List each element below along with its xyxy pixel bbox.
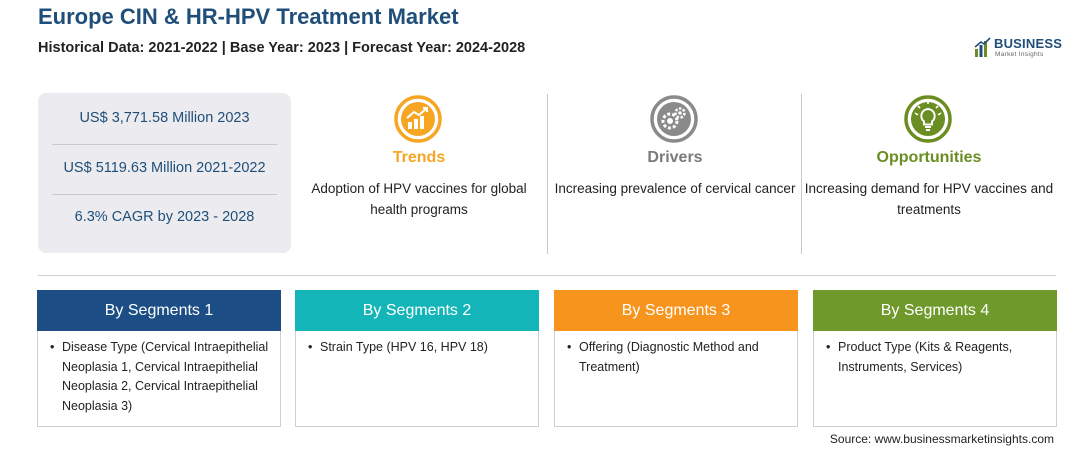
segment-list: Disease Type (Cervical Intraepithelial N… bbox=[50, 338, 272, 416]
segment-list: Offering (Diagnostic Method and Treatmen… bbox=[567, 338, 789, 377]
segment-item: Product Type (Kits & Reagents, Instrumen… bbox=[826, 338, 1048, 377]
page-title: Europe CIN & HR-HPV Treatment Market bbox=[38, 4, 459, 29]
market-value-historical: US$ 5119.63 Million 2021-2022 bbox=[63, 160, 266, 176]
segment-header: By Segments 2 bbox=[295, 290, 539, 331]
cagr-value: 6.3% CAGR by 2023 - 2028 bbox=[74, 209, 255, 225]
logo-globe-icon bbox=[974, 37, 991, 57]
logo-subtext: Market Insights bbox=[995, 51, 1044, 58]
page-subtitle: Historical Data: 2021-2022 | Base Year: … bbox=[38, 40, 526, 56]
section-divider bbox=[38, 275, 1056, 276]
company-logo: BUSINESS Market Insights bbox=[974, 34, 1084, 62]
chart-trend-icon bbox=[394, 95, 442, 143]
segment-list: Product Type (Kits & Reagents, Instrumen… bbox=[826, 338, 1048, 377]
drivers-text: Increasing prevalence of cervical cancer bbox=[554, 181, 796, 196]
market-value-2023: US$ 3,771.58 Million 2023 bbox=[79, 110, 250, 126]
segment-card-3: By Segments 3 Offering (Diagnostic Metho… bbox=[554, 290, 798, 427]
segment-item: Disease Type (Cervical Intraepithelial N… bbox=[50, 338, 272, 416]
segment-header: By Segments 4 bbox=[813, 290, 1057, 331]
stat-divider bbox=[52, 194, 277, 195]
trends-title: Trends bbox=[392, 149, 446, 166]
source-citation: Source: www.businessmarketinsights.com bbox=[829, 432, 1054, 446]
opportunities-text: Increasing demand for HPV vaccines and t… bbox=[804, 181, 1054, 217]
drivers-title: Drivers bbox=[647, 149, 703, 166]
logo-text: BUSINESS bbox=[994, 36, 1063, 51]
segment-list: Strain Type (HPV 16, HPV 18) bbox=[308, 338, 530, 358]
segment-card-2: By Segments 2 Strain Type (HPV 16, HPV 1… bbox=[295, 290, 539, 427]
segment-header: By Segments 3 bbox=[554, 290, 798, 331]
segment-card-4: By Segments 4 Product Type (Kits & Reage… bbox=[813, 290, 1057, 427]
column-divider bbox=[801, 94, 802, 254]
segment-card-1: By Segments 1 Disease Type (Cervical Int… bbox=[37, 290, 281, 427]
opportunities-title: Opportunities bbox=[876, 149, 982, 166]
column-divider bbox=[547, 94, 548, 254]
segment-header: By Segments 1 bbox=[37, 290, 281, 331]
trends-text: Adoption of HPV vaccines for global heal… bbox=[311, 181, 527, 217]
stat-divider bbox=[52, 144, 277, 145]
segment-item: Offering (Diagnostic Method and Treatmen… bbox=[567, 338, 789, 377]
gears-icon bbox=[650, 95, 698, 143]
lightbulb-icon bbox=[904, 95, 952, 143]
market-stats-panel: US$ 3,771.58 Million 2023 US$ 5119.63 Mi… bbox=[38, 93, 291, 253]
segment-item: Strain Type (HPV 16, HPV 18) bbox=[308, 338, 530, 358]
